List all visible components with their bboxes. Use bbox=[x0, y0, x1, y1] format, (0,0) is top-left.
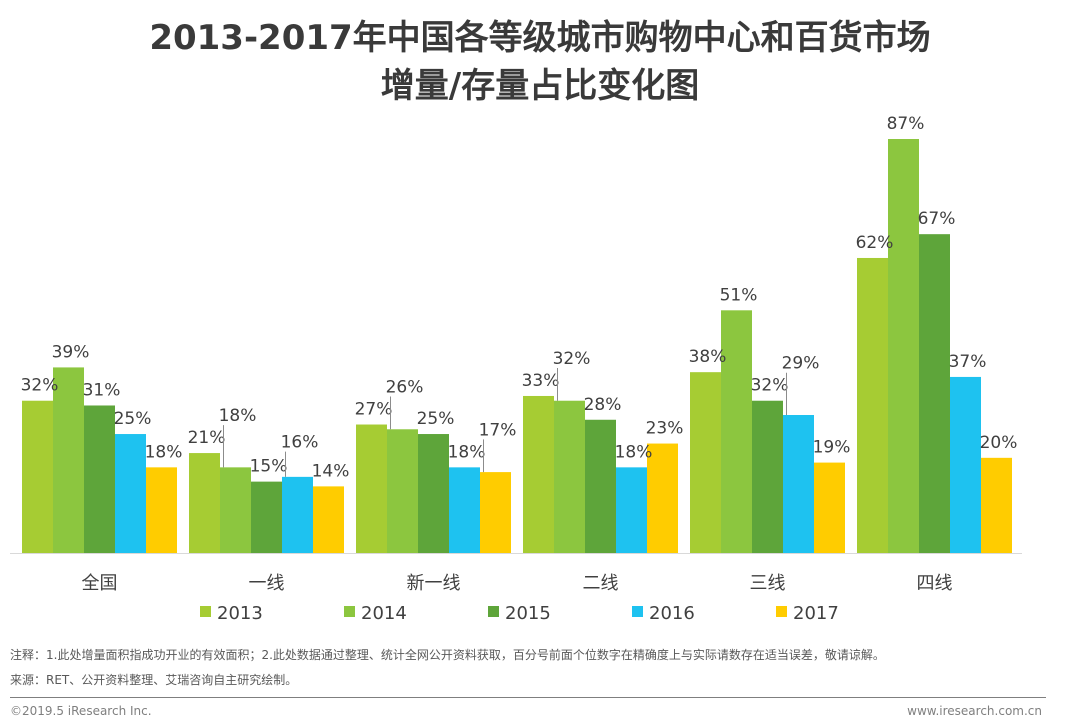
data-label-2017-1: 14% bbox=[312, 461, 350, 481]
data-label-2013-2: 27% bbox=[355, 400, 393, 420]
bar-chart: 32%39%31%25%18%全国21%18%15%16%14%一线27%26%… bbox=[10, 114, 1022, 624]
bar-2015-1 bbox=[251, 481, 282, 553]
bar-2014-4 bbox=[721, 310, 752, 553]
data-label-2014-1: 18% bbox=[219, 406, 257, 426]
bar-2017-0 bbox=[146, 467, 177, 553]
data-label-2014-0: 39% bbox=[52, 342, 90, 362]
data-label-2015-5: 67% bbox=[918, 209, 956, 229]
bar-2015-5 bbox=[919, 234, 950, 553]
bar-2014-2 bbox=[387, 429, 418, 553]
legend-swatch-2017 bbox=[776, 606, 787, 617]
bar-2015-4 bbox=[752, 400, 783, 553]
legend-swatch-2016 bbox=[632, 606, 643, 617]
category-label-1: 一线 bbox=[249, 573, 285, 594]
data-label-2017-3: 23% bbox=[646, 419, 684, 439]
legend-label-2014: 2014 bbox=[361, 603, 407, 624]
bar-2014-0 bbox=[53, 367, 84, 553]
data-label-2015-0: 31% bbox=[83, 380, 121, 400]
data-label-2017-0: 18% bbox=[145, 442, 183, 462]
data-label-2014-2: 26% bbox=[386, 378, 424, 398]
bar-2016-2 bbox=[449, 467, 480, 553]
data-label-2016-4: 29% bbox=[782, 354, 820, 374]
legend-label-2013: 2013 bbox=[217, 603, 263, 624]
bar-2017-3 bbox=[647, 443, 678, 553]
legend-label-2017: 2017 bbox=[793, 603, 839, 624]
data-label-2013-3: 33% bbox=[522, 371, 560, 391]
bar-2016-5 bbox=[950, 376, 981, 553]
data-label-2015-3: 28% bbox=[584, 395, 622, 415]
bar-2014-3 bbox=[554, 400, 585, 553]
data-label-2016-0: 25% bbox=[114, 409, 152, 429]
data-label-2014-4: 51% bbox=[720, 285, 758, 305]
bar-2017-1 bbox=[313, 486, 344, 553]
bar-2016-4 bbox=[783, 415, 814, 553]
source-note: 来源：RET、公开资料整理、艾瑞咨询自主研究绘制。 bbox=[10, 673, 298, 687]
footnote: 注释：1.此处增量面积指成功开业的有效面积；2.此处数据通过整理、统计全网公开资… bbox=[10, 648, 885, 662]
legend-swatch-2015 bbox=[488, 606, 499, 617]
website-link[interactable]: www.iresearch.com.cn bbox=[907, 704, 1042, 718]
category-label-0: 全国 bbox=[82, 573, 118, 594]
data-label-2013-5: 62% bbox=[856, 233, 894, 253]
bar-2015-2 bbox=[418, 434, 449, 553]
bar-2015-3 bbox=[585, 419, 616, 553]
legend-label-2015: 2015 bbox=[505, 603, 551, 624]
data-label-2015-1: 15% bbox=[250, 457, 288, 477]
data-label-2016-1: 16% bbox=[281, 433, 319, 453]
bar-2017-4 bbox=[814, 462, 845, 553]
footer-divider bbox=[10, 697, 1046, 698]
data-label-2017-5: 20% bbox=[980, 433, 1018, 453]
data-label-2015-2: 25% bbox=[417, 409, 455, 429]
legend-swatch-2014 bbox=[344, 606, 355, 617]
data-label-2013-0: 32% bbox=[21, 376, 59, 396]
bar-2015-0 bbox=[84, 405, 115, 553]
legend-label-2016: 2016 bbox=[649, 603, 695, 624]
bar-2013-2 bbox=[356, 424, 387, 553]
category-label-2: 新一线 bbox=[407, 573, 461, 594]
data-label-2014-3: 32% bbox=[553, 349, 591, 369]
bar-2016-1 bbox=[282, 476, 313, 553]
data-label-2013-4: 38% bbox=[689, 347, 727, 367]
bar-2016-0 bbox=[115, 434, 146, 553]
data-label-2017-4: 19% bbox=[813, 438, 851, 458]
data-label-2015-4: 32% bbox=[751, 376, 789, 396]
legend-swatch-2013 bbox=[200, 606, 211, 617]
bar-2014-1 bbox=[220, 467, 251, 553]
category-label-4: 三线 bbox=[750, 573, 786, 594]
category-label-5: 四线 bbox=[917, 573, 953, 594]
chart-title-line-2: 增量/存量占比变化图 bbox=[380, 66, 700, 106]
data-label-2017-2: 17% bbox=[479, 420, 517, 440]
chart-title-line-1: 2013-2017年中国各等级城市购物中心和百货市场 bbox=[149, 18, 931, 58]
bar-2013-4 bbox=[690, 372, 721, 553]
bar-2013-1 bbox=[189, 453, 220, 553]
category-label-3: 二线 bbox=[583, 573, 619, 594]
bar-2013-5 bbox=[857, 257, 888, 553]
copyright: ©2019.5 iResearch Inc. bbox=[10, 704, 152, 718]
bar-2017-2 bbox=[480, 472, 511, 553]
data-label-2016-3: 18% bbox=[615, 442, 653, 462]
data-label-2013-1: 21% bbox=[188, 428, 226, 448]
bar-2017-5 bbox=[981, 457, 1012, 553]
bar-2013-3 bbox=[523, 395, 554, 553]
bar-2016-3 bbox=[616, 467, 647, 553]
data-label-2016-5: 37% bbox=[949, 352, 987, 372]
bar-2013-0 bbox=[22, 400, 53, 553]
bar-2014-5 bbox=[888, 139, 919, 553]
data-label-2016-2: 18% bbox=[448, 442, 486, 462]
data-label-2014-5: 87% bbox=[887, 114, 925, 134]
